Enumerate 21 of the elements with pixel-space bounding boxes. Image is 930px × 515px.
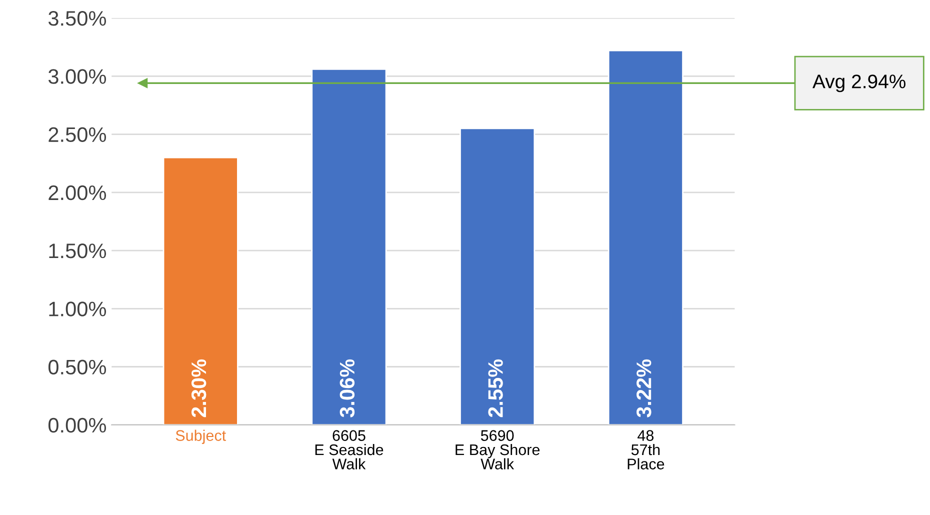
bar	[608, 50, 684, 425]
bar	[162, 156, 238, 425]
data-label: 3.06%	[340, 359, 355, 418]
bar	[311, 68, 387, 425]
y-tick-label: 0.50%	[48, 360, 106, 375]
y-tick-label: 0.00%	[48, 418, 106, 433]
data-label: 3.22%	[636, 359, 652, 418]
y-tick-label: 2.00%	[48, 185, 106, 200]
data-label: 2.55%	[488, 359, 503, 418]
y-tick-label: 1.50%	[49, 244, 106, 258]
x-tick-label: Subject	[176, 430, 226, 444]
data-label: 2.30%	[191, 359, 206, 418]
x-tick-label: 6605 E Seaside Walk	[315, 430, 384, 470]
y-tick-label: 3.50%	[48, 11, 106, 26]
y-tick-label: 2.50%	[48, 127, 106, 142]
x-tick-label: 48 57th Place	[628, 430, 664, 470]
x-tick-label: 5690 E Bay Shore Walk	[456, 430, 540, 470]
bar	[460, 128, 536, 425]
y-tick-label: 3.00%	[48, 69, 106, 84]
ref-line-label: Avg 2.94%	[812, 74, 906, 92]
y-tick-label: 1.00%	[49, 302, 106, 316]
